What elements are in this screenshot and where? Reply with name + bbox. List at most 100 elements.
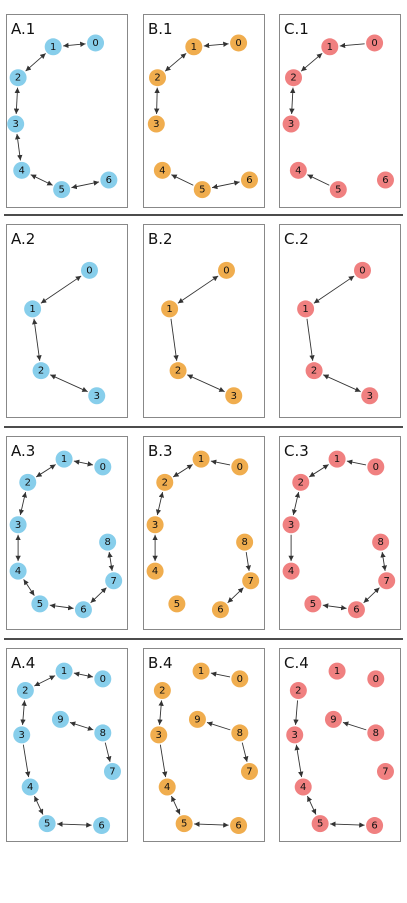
edge-4-5: [23, 579, 35, 596]
edge-5-6: [211, 180, 240, 190]
node-9: [188, 710, 206, 728]
node-label: 1: [302, 304, 308, 315]
edges: [289, 42, 365, 186]
node-label: 1: [334, 454, 340, 465]
edge-4-5: [33, 795, 44, 815]
node-label: 2: [298, 477, 304, 488]
node-2: [32, 362, 50, 380]
edge-0-1: [346, 459, 367, 466]
node-1: [328, 450, 346, 468]
node-3: [361, 387, 379, 405]
node-4: [158, 778, 176, 796]
node-5: [53, 181, 71, 199]
edge-7-6: [227, 587, 244, 604]
node-label: 1: [334, 666, 340, 677]
panel-label: C.3: [284, 442, 309, 460]
edge-5-6: [57, 821, 92, 828]
node-3: [286, 726, 304, 744]
edges: [32, 275, 88, 393]
edge-7-8: [380, 551, 387, 571]
node-label: 2: [22, 685, 28, 696]
node-label: 2: [295, 685, 301, 696]
node-0: [231, 670, 249, 688]
edge-6-7: [90, 587, 107, 604]
node-9: [51, 710, 69, 728]
node-label: 4: [164, 782, 170, 793]
edge-0-1: [313, 275, 355, 304]
edge-0-1: [73, 671, 94, 679]
node-0: [217, 261, 235, 279]
node-label: 2: [290, 73, 296, 84]
node-label: 2: [38, 366, 44, 377]
node-label: 7: [246, 767, 252, 778]
node-label: 4: [152, 566, 158, 577]
node-8: [99, 533, 117, 551]
node-0: [87, 34, 105, 52]
edge-8-9: [206, 721, 231, 731]
node-1: [297, 300, 315, 318]
edge-0-1: [210, 671, 231, 678]
edge-3-4: [22, 744, 31, 778]
nodes: 0 1 2 3: [297, 261, 379, 405]
panel-c-2: C.2 0 1 2 3: [279, 224, 401, 418]
edges: [20, 671, 112, 828]
node-label: 8: [237, 728, 243, 739]
node-7: [376, 763, 394, 781]
node-label: 2: [175, 366, 181, 377]
node-0: [367, 670, 385, 688]
node-label: 4: [159, 165, 165, 176]
panel-b-2: B.2 0 1 2 3: [143, 224, 265, 418]
node-label: 1: [29, 304, 35, 315]
edge-9-8: [69, 721, 94, 731]
node-label: 2: [25, 477, 31, 488]
node-label: 0: [373, 674, 379, 685]
node-8: [236, 533, 254, 551]
node-5: [304, 595, 322, 613]
panel-label: B.3: [148, 442, 173, 460]
node-label: 8: [100, 728, 106, 739]
node-6: [376, 171, 394, 189]
node-label: 4: [288, 566, 294, 577]
edge-1-2: [308, 464, 329, 478]
node-8: [94, 724, 112, 742]
nodes: 0 1 2 3 4 5 6 7 8 9: [150, 662, 258, 835]
node-8: [231, 724, 249, 742]
node-label: 5: [335, 185, 341, 196]
node-3: [150, 726, 168, 744]
node-3: [225, 387, 243, 405]
node-label: 3: [288, 119, 294, 130]
node-label: 3: [152, 520, 158, 531]
node-0: [353, 261, 371, 279]
node-label: 3: [367, 391, 373, 402]
edges: [288, 459, 387, 611]
node-2: [292, 473, 310, 491]
node-8: [372, 533, 390, 551]
node-label: 3: [94, 391, 100, 402]
edge-1-0: [203, 41, 229, 49]
node-6: [93, 817, 111, 835]
node-label: 3: [156, 730, 162, 741]
node-4: [146, 562, 164, 580]
node-label: 9: [57, 714, 63, 725]
node-label: 4: [19, 165, 25, 176]
node-1: [328, 662, 346, 680]
node-label: 5: [199, 185, 205, 196]
node-4: [289, 161, 307, 179]
node-1: [321, 38, 339, 56]
node-label: 8: [104, 537, 110, 548]
node-label: 3: [153, 119, 159, 130]
edge-1-2: [34, 675, 56, 687]
node-4: [13, 161, 31, 179]
panel-a-4: A.4 0 1 2 3 4 5 6 7 8 9: [6, 648, 128, 842]
edge-0-1: [177, 275, 219, 304]
edge-5-4: [171, 174, 194, 186]
nodes: 0 1 2 3 4 5 6 7 8: [9, 450, 123, 619]
node-7: [103, 763, 121, 781]
panel-label: A.4: [11, 654, 35, 672]
edge-8-9: [342, 721, 367, 731]
node-3: [146, 516, 164, 534]
node-label: 0: [100, 462, 106, 473]
panel-label: C.2: [284, 230, 309, 248]
node-3: [13, 726, 31, 744]
node-2: [305, 362, 323, 380]
